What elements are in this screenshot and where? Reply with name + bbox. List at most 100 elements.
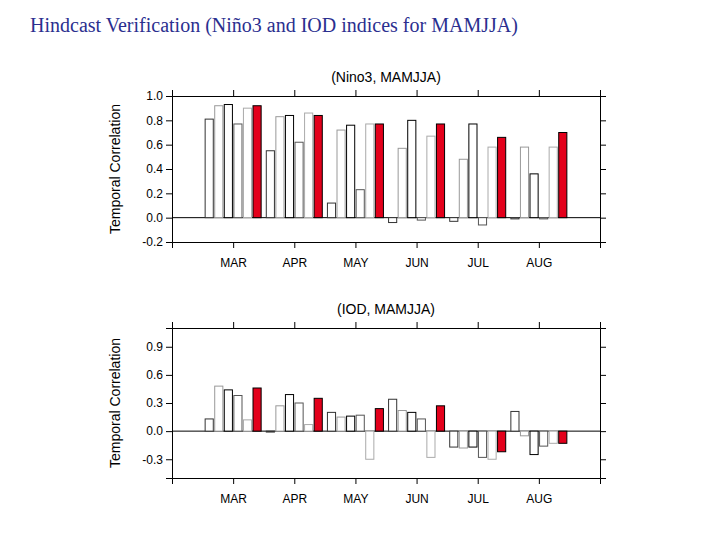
bar: [459, 431, 467, 448]
axis-line: [173, 90, 601, 97]
bar: [417, 419, 425, 431]
bar: [450, 431, 458, 447]
y-tick: 0.8: [146, 114, 172, 128]
y-tick-mark: [600, 120, 606, 121]
x-tick-mark: [355, 478, 356, 484]
bar: [530, 431, 538, 454]
x-tick: [539, 90, 540, 96]
bar: [285, 115, 293, 217]
x-tick: JUL: [468, 242, 490, 270]
bar: [266, 151, 274, 218]
y-tick: 1.0: [146, 89, 172, 103]
chart-title: (IOD, MAMJJA): [337, 301, 435, 317]
x-tick-label: MAR: [220, 492, 247, 506]
x-tick-mark: [233, 90, 234, 96]
y-tick-mark: [166, 347, 172, 348]
bar: [427, 136, 435, 218]
y-tick-mark: [166, 431, 172, 432]
bar: [276, 117, 284, 218]
bar: [205, 119, 213, 218]
bar: [205, 419, 213, 431]
bar: [305, 113, 313, 218]
bar: [498, 137, 506, 217]
x-tick: [233, 90, 234, 96]
bar: [436, 124, 444, 218]
bar: [295, 142, 303, 217]
bar: [276, 406, 284, 431]
bar: [549, 431, 557, 443]
bar: [243, 420, 251, 431]
bar: [488, 431, 496, 459]
x-tick-mark: [478, 478, 479, 484]
y-tick-mark: [600, 431, 606, 432]
y-tick-mark: [166, 403, 172, 404]
page: Hindcast Verification (Niño3 and IOD ind…: [0, 0, 720, 540]
bars: [205, 386, 567, 459]
x-tick: APR: [282, 478, 307, 506]
y-tick: [600, 218, 606, 219]
bar: [417, 218, 425, 220]
y-tick-label: 0.0: [146, 424, 163, 438]
y-tick-label: 0.6: [146, 368, 163, 382]
axis-line: [166, 329, 173, 479]
x-tick-mark: [355, 242, 356, 248]
y-tick: [600, 120, 606, 121]
bar: [450, 218, 458, 222]
y-tick-mark: [600, 375, 606, 376]
y-axis: -0.30.00.30.60.9: [142, 329, 172, 479]
x-tick-label: JUL: [468, 492, 490, 506]
x-tick: JUL: [468, 478, 490, 506]
y-tick-mark: [166, 459, 172, 460]
bar: [295, 403, 303, 431]
x-tick-mark: [478, 90, 479, 96]
y-tick: [600, 169, 606, 170]
bar: [337, 417, 345, 431]
bar: [327, 412, 335, 431]
x-axis-top: [173, 322, 601, 329]
x-tick-mark: [478, 322, 479, 328]
bar: [427, 431, 435, 457]
x-tick: JUN: [405, 242, 428, 270]
x-tick-mark: [233, 242, 234, 248]
x-tick-label: AUG: [526, 492, 552, 506]
y-axis-title: Temporal Correlation: [107, 338, 123, 468]
y-tick: [600, 431, 606, 432]
y-tick: 0.9: [146, 340, 172, 354]
chart: -0.30.00.30.60.9MARAPRMAYJUNJULAUG(IOD, …: [107, 301, 606, 506]
y-tick-label: 0.9: [146, 340, 163, 354]
y-tick-mark: [600, 169, 606, 170]
bar: [436, 406, 444, 431]
y-tick: [600, 347, 606, 348]
x-tick: APR: [282, 242, 307, 270]
y-tick: [600, 459, 606, 460]
x-tick-label: APR: [282, 492, 307, 506]
bar: [366, 431, 374, 459]
bar: [559, 431, 567, 443]
bar: [520, 431, 528, 436]
bar: [375, 409, 383, 432]
bar: [389, 399, 397, 431]
y-tick-mark: [600, 459, 606, 460]
bar: [398, 411, 406, 432]
y-tick: [600, 375, 606, 376]
axis-line: [601, 329, 607, 479]
y-axis-right: [600, 97, 606, 243]
x-tick-label: JUN: [405, 256, 428, 270]
x-tick-label: AUG: [526, 256, 552, 270]
bar: [347, 416, 355, 431]
page-title: Hindcast Verification (Niño3 and IOD ind…: [30, 14, 518, 37]
y-tick-label: -0.2: [142, 235, 163, 249]
axis-line: [173, 479, 601, 485]
y-tick-label: 0.2: [146, 187, 163, 201]
x-tick: MAY: [343, 478, 368, 506]
bar: [253, 106, 261, 218]
bar: [375, 124, 383, 218]
bar: [478, 218, 486, 225]
x-axis: MARAPRMAYJUNJULAUG: [173, 478, 601, 506]
y-tick: 0.6: [146, 138, 172, 152]
y-tick: 0.6: [146, 368, 172, 382]
x-tick: [355, 90, 356, 96]
x-tick-mark: [294, 322, 295, 328]
x-tick: [417, 322, 418, 328]
y-tick-mark: [600, 403, 606, 404]
